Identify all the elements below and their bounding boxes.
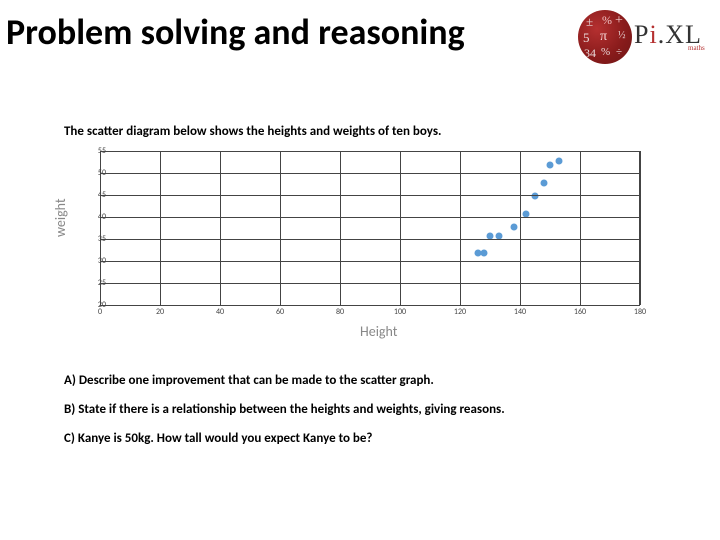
scatter-point xyxy=(481,250,488,257)
gridline-vertical xyxy=(460,151,461,305)
questions-block: A) Describe one improvement that can be … xyxy=(64,373,656,446)
gridline-vertical xyxy=(340,151,341,305)
gridline-horizontal xyxy=(100,261,640,262)
question-c: C) Kanye is 50kg. How tall would you exp… xyxy=(64,431,656,446)
scatter-point xyxy=(532,193,539,200)
x-tick-label: 140 xyxy=(514,307,526,317)
gridline-horizontal xyxy=(100,173,640,174)
scatter-point xyxy=(511,223,518,230)
scatter-point xyxy=(556,157,563,164)
gridline-vertical xyxy=(400,151,401,305)
x-tick-label: 100 xyxy=(394,307,406,317)
y-axis-label: weight xyxy=(52,198,69,237)
gridline-vertical xyxy=(100,151,101,305)
gridline-vertical xyxy=(580,151,581,305)
question-b: B) State if there is a relationship betw… xyxy=(64,402,656,417)
x-tick-label: 120 xyxy=(454,307,466,317)
gridline-horizontal xyxy=(100,239,640,240)
plot-area xyxy=(100,151,640,305)
gridline-vertical xyxy=(160,151,161,305)
gridline-horizontal xyxy=(100,283,640,284)
x-tick-label: 40 xyxy=(216,307,224,317)
x-axis-label: Height xyxy=(360,323,397,340)
gridline-horizontal xyxy=(100,195,640,196)
x-tick-label: 0 xyxy=(98,307,102,317)
scatter-point xyxy=(541,179,548,186)
gridline-horizontal xyxy=(100,151,640,152)
pixl-logo: ±%+ 5π½ 34%÷ Pi.XL maths xyxy=(578,8,706,66)
scatter-point xyxy=(547,162,554,169)
gridline-vertical xyxy=(280,151,281,305)
intro-text: The scatter diagram below shows the heig… xyxy=(64,124,656,139)
x-tick-label: 160 xyxy=(574,307,586,317)
x-tick-label: 20 xyxy=(156,307,164,317)
x-tick-label: 80 xyxy=(336,307,344,317)
scatter-chart: weight Height 20253035404550550204060801… xyxy=(60,147,650,337)
gridline-vertical xyxy=(520,151,521,305)
gridline-vertical xyxy=(640,151,641,305)
gridline-vertical xyxy=(220,151,221,305)
pixl-logo-circle: ±%+ 5π½ 34%÷ xyxy=(578,10,632,64)
x-tick-label: 180 xyxy=(634,307,646,317)
gridline-horizontal xyxy=(100,217,640,218)
gridline-horizontal xyxy=(100,305,640,306)
question-a: A) Describe one improvement that can be … xyxy=(64,373,656,388)
pixl-logo-subtext: maths xyxy=(688,44,705,52)
x-tick-label: 60 xyxy=(276,307,284,317)
